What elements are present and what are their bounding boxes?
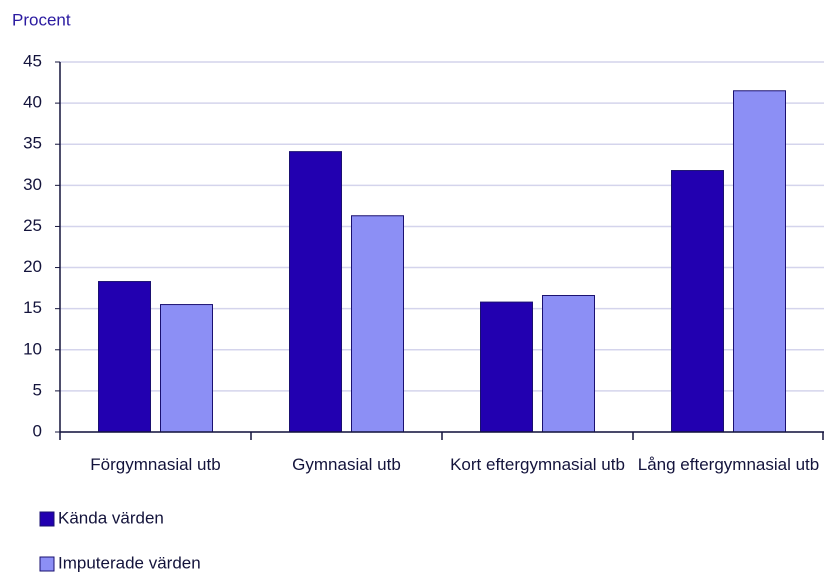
- x-tick-label: Lång eftergymnasial utb: [637, 455, 820, 474]
- bar: [160, 304, 213, 433]
- y-tick-label: 40: [23, 93, 42, 112]
- bar: [542, 295, 595, 433]
- bar: [733, 90, 786, 433]
- x-tick-label: Kort eftergymnasial utb: [450, 455, 625, 474]
- y-tick-label: 5: [33, 380, 42, 399]
- bar: [351, 215, 404, 433]
- bar: [98, 281, 151, 433]
- legend-label: Imputerade värden: [58, 553, 201, 572]
- x-tick-label: Förgymnasial utb: [90, 455, 221, 474]
- y-tick-label: 10: [23, 339, 42, 358]
- legend-label: Kända värden: [58, 508, 164, 527]
- x-tick-label: Gymnasial utb: [292, 455, 401, 474]
- bar: [671, 170, 724, 433]
- y-tick-label: 45: [23, 51, 42, 70]
- bar: [480, 301, 533, 433]
- y-tick-label: 20: [23, 257, 42, 276]
- bar: [289, 151, 342, 433]
- legend-swatch: [39, 511, 55, 527]
- y-tick-label: 35: [23, 134, 42, 153]
- y-tick-label: 15: [23, 298, 42, 317]
- y-axis-label: Procent: [12, 10, 71, 29]
- y-tick-label: 25: [23, 216, 42, 235]
- y-tick-label: 0: [33, 421, 42, 440]
- legend-swatch: [39, 556, 55, 572]
- y-tick-label: 30: [23, 175, 42, 194]
